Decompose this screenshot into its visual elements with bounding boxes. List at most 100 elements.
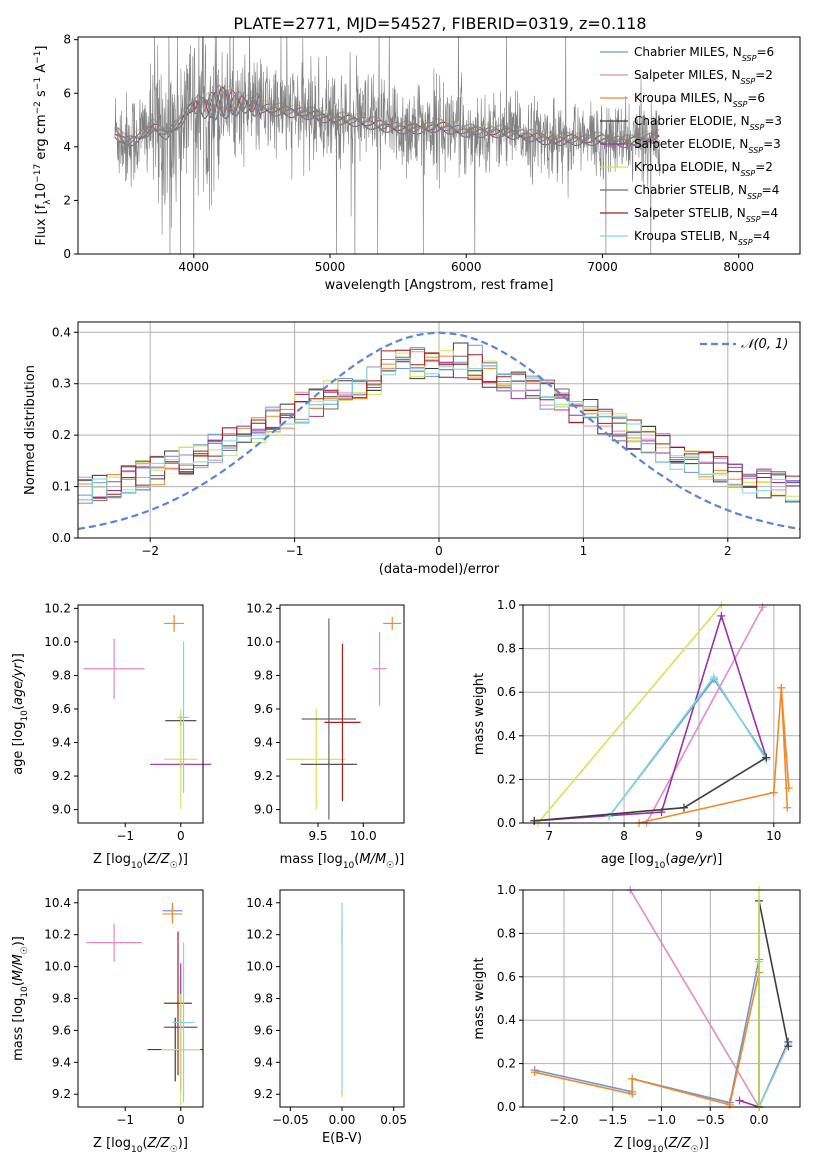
- weight_vs_age-ytick-label: 0.0: [497, 816, 516, 830]
- spectrum-xtick-label: 6000: [451, 260, 482, 274]
- weight_vs_age-series-line: [534, 756, 767, 822]
- mass_vs_Z-frame: [77, 889, 204, 1108]
- spectrum-xtick-label: 4000: [179, 260, 210, 274]
- spectrum-legend-label: Chabrier STELIB, NSSP=4: [634, 183, 779, 201]
- weight_vs_age-ytick-label: 0.6: [497, 685, 516, 699]
- weight_vs_age-xtick-label: 7: [545, 829, 553, 843]
- age_vs_mass-ytick-label: 9.4: [254, 736, 273, 750]
- mass_vs_Z-ytick-label: 9.2: [52, 1087, 71, 1101]
- mass_vs_Z-ytick-label: 9.4: [52, 1055, 71, 1069]
- age_vs_Z-ytick-label: 10.2: [44, 601, 71, 615]
- mass_vs_Z-ytick-label: 10.0: [44, 960, 71, 974]
- spectrum-xtick-label: 5000: [315, 260, 346, 274]
- weight_vs_age-series-marker: [783, 803, 792, 812]
- weight_vs_age-series-line: [537, 604, 723, 824]
- mass_vs_ebv-ytick-label: 9.4: [254, 1055, 273, 1069]
- spectrum-xlabel: wavelength [Angstrom, rest frame]: [325, 278, 554, 293]
- age_vs_Z-axes: −1 0 9.0 9.2 9.4 9.6 9.8 10.0 10.2: [44, 601, 184, 843]
- residuals-ylabel: Normed distribution: [23, 365, 38, 495]
- residuals-xtick-label: −2: [141, 544, 159, 558]
- spectrum-legend-label: Salpeter STELIB, NSSP=4: [634, 206, 778, 224]
- weight_vs_age-series-marker: [762, 753, 771, 762]
- weight_vs_age-series-marker: [530, 816, 539, 825]
- weight_vs_age-ytick-label: 0.4: [497, 729, 516, 743]
- weight_vs_Z-xlabel: Z [log10(Z/Z☉)]: [614, 1136, 709, 1155]
- weight_vs_Z-ytick-label: 0.8: [497, 926, 516, 940]
- age_vs_Z-ylabel: age [log10(age/yr)]: [11, 653, 30, 775]
- spectrum-legend-label: Chabrier ELODIE, NSSP=3: [634, 114, 782, 132]
- mass_vs_Z-ytick-label: 9.6: [52, 1023, 71, 1037]
- age_vs_mass-ytick-label: 10.2: [246, 601, 273, 615]
- spectrum-legend-label: Kroupa STELIB, NSSP=4: [634, 229, 770, 247]
- mass_vs_Z-xtick-label: −1: [116, 1113, 134, 1127]
- weight_vs_Z-series-marker: [784, 1042, 793, 1051]
- spectrum-ytick-label: 8: [63, 33, 71, 47]
- weight_vs_age-series-marker: [769, 788, 778, 797]
- weight_vs_age-series-marker: [709, 672, 718, 681]
- mass_vs_ebv-ytick-label: 9.8: [254, 992, 273, 1006]
- spectrum-axes: 4000 5000 6000 7000 8000 0 2 4 6 8: [63, 33, 754, 274]
- mass_vs_ebv-frame: [279, 889, 405, 1108]
- weight_vs_Z-ytick-label: 0.0: [497, 1100, 516, 1114]
- weight_vs_Z-series-line: [629, 889, 760, 1108]
- mass_vs_ebv-ytick-label: 9.2: [254, 1087, 273, 1101]
- age_vs_Z-ytick-label: 9.2: [52, 769, 71, 783]
- weight_vs_Z-ylabel: mass weight: [472, 957, 487, 1039]
- weight_vs_Z-series-marker: [628, 1074, 637, 1083]
- spectrum-ytick-label: 6: [63, 86, 71, 100]
- age_vs_mass-ytick-label: 9.0: [254, 803, 273, 817]
- weight_vs_Z-xtick-label: −1.5: [598, 1113, 627, 1127]
- weight_vs_age-ylabel: mass weight: [472, 673, 487, 755]
- residuals-ytick-label: 0.4: [52, 325, 71, 339]
- weight_vs_Z-xtick-label: 0.0: [749, 1113, 768, 1127]
- age_vs_Z-xlabel: Z [log10(Z/Z☉)]: [93, 852, 188, 871]
- weight_vs_Z-series-marker: [628, 1089, 637, 1098]
- mass_vs_Z-ytick-label: 10.4: [44, 896, 71, 910]
- spectrum-legend-label: Salpeter MILES, NSSP=2: [634, 68, 773, 86]
- weight_vs_Z-ytick-label: 1.0: [497, 883, 516, 897]
- residuals-hist-series: [78, 357, 800, 504]
- weight_vs_age-ytick-label: 0.2: [497, 772, 516, 786]
- age_vs_mass-xtick-label: 10.0: [350, 829, 377, 843]
- residuals-xlabel: (data-model)/error: [379, 562, 500, 577]
- mass_vs_Z-ytick-label: 10.2: [44, 928, 71, 942]
- weight_vs_Z-xtick-label: −2.0: [549, 1113, 578, 1127]
- weight_vs_Z-xtick-label: −1.0: [647, 1113, 676, 1127]
- age_vs_Z-xtick-label: 0: [177, 829, 185, 843]
- age_vs_mass-axes: 9.5 10.0 9.0 9.2 9.4 9.6 9.8 10.0 10.2: [246, 601, 376, 843]
- residuals-normal-curve: [77, 331, 801, 531]
- figure-title: PLATE=2771, MJD=54527, FIBERID=0319, z=0…: [233, 14, 646, 33]
- weight_vs_age-xlabel: age [log10(age/yr)]: [601, 852, 723, 871]
- weight_vs_age-series-marker: [717, 611, 726, 620]
- mass_vs_ebv-ytick-label: 10.4: [246, 896, 273, 910]
- residuals-xtick-label: −1: [286, 544, 304, 558]
- weight_vs_Z-frame: [522, 889, 801, 1108]
- spectrum-ytick-label: 0: [63, 247, 71, 261]
- weight_vs_age-series-line: [638, 687, 789, 824]
- weight_vs_Z-xtick-label: −0.5: [696, 1113, 725, 1127]
- mass_vs_ebv-ytick-label: 10.0: [246, 960, 273, 974]
- spectrum-plot: [114, 37, 660, 254]
- residuals-plot: [77, 331, 801, 531]
- spectrum-ytick-label: 2: [63, 193, 71, 207]
- weight_vs_Z-ytick-label: 0.6: [497, 970, 516, 984]
- weight_vs_Z-ytick-label: 0.2: [497, 1057, 516, 1071]
- weight_vs_age-xtick-label: 8: [620, 829, 628, 843]
- age_vs_Z-plot: [83, 615, 212, 810]
- age_vs_Z-ytick-label: 9.4: [52, 736, 71, 750]
- weight_vs_Z-series-marker: [530, 1068, 539, 1077]
- spectrum-legend-label: Kroupa MILES, NSSP=6: [634, 91, 765, 109]
- mass_vs_ebv-xtick-label: 0.00: [329, 1113, 356, 1127]
- spectrum-legend-label: Kroupa ELODIE, NSSP=2: [634, 160, 773, 178]
- mass_vs_ebv-xtick-label: 0.05: [380, 1113, 407, 1127]
- age_vs_Z-ytick-label: 10.0: [44, 635, 71, 649]
- weight_vs_Z-series-line: [534, 972, 760, 1107]
- spectrum-xtick-label: 8000: [723, 260, 754, 274]
- age_vs_Z-frame: [77, 604, 204, 824]
- mass_vs_ebv-axes: −0.05 0.00 0.05 9.2 9.4 9.6 9.8 10.0 10.2 10.4: [246, 896, 407, 1127]
- residuals-ytick-label: 0.1: [52, 480, 71, 494]
- weight_vs_age-series-marker: [777, 683, 786, 692]
- age_vs_mass-xtick-label: 9.5: [308, 829, 327, 843]
